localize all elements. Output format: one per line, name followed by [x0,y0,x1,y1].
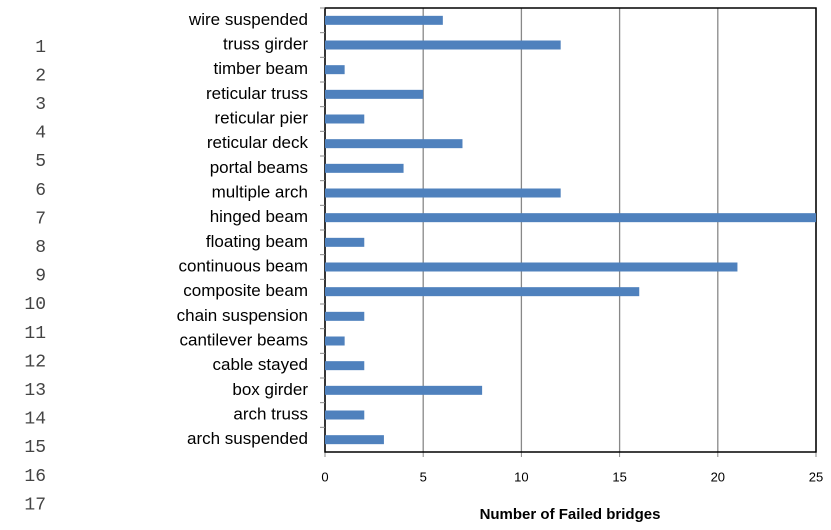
line-number: 12 [24,352,46,372]
y-tick-label: portal beams [210,158,308,177]
bar [325,287,640,297]
bar [325,336,345,346]
bar [325,89,424,99]
bar [325,114,365,124]
bar [325,262,738,272]
y-tick-label: floating beam [206,232,308,251]
line-number: 15 [24,438,46,458]
x-tick-label: 20 [711,469,725,484]
y-tick-label: cable stayed [213,355,308,374]
bar [325,188,561,198]
x-tick-label: 10 [514,469,528,484]
line-number: 1 [35,38,46,58]
y-tick-label: chain suspension [177,306,308,325]
line-number: 5 [35,152,46,172]
bar [325,15,443,25]
bar [325,435,384,445]
y-tick-label: reticular deck [207,133,309,152]
line-number: 3 [35,95,46,115]
y-tick-label: composite beam [183,281,308,300]
line-number: 4 [35,124,46,144]
y-tick-label: continuous beam [179,256,308,275]
plot-frame [324,7,817,453]
x-tick-label: 5 [420,469,427,484]
bar [325,311,365,321]
y-tick-label: hinged beam [210,207,308,226]
line-number: 10 [24,295,46,315]
line-number: 16 [24,467,46,487]
y-tick-label: arch suspended [187,429,308,448]
y-tick-label: reticular pier [214,108,308,127]
bar [325,213,816,223]
x-tick-label: 0 [321,469,328,484]
line-number: 9 [35,267,46,287]
y-tick-label: arch truss [233,404,308,423]
bar [325,65,345,75]
x-tick-label: 25 [809,469,823,484]
line-number: 8 [35,238,46,258]
line-number: 11 [24,324,46,344]
x-axis-title: Number of Failed bridges [480,506,661,523]
bar [325,237,365,247]
bar [325,361,365,371]
y-tick-label: timber beam [214,59,308,78]
line-number: 14 [24,410,46,430]
line-number: 13 [24,381,46,401]
x-tick-label: 15 [612,469,626,484]
y-tick-label: box girder [232,380,308,399]
line-number: 17 [24,495,46,515]
bar [325,139,463,149]
bar [325,410,365,420]
line-number: 7 [35,209,46,229]
y-tick-label: multiple arch [212,182,308,201]
line-number: 6 [35,181,46,201]
bar [325,163,404,173]
bar [325,40,561,50]
bar [325,385,483,395]
y-tick-label: cantilever beams [179,330,308,349]
y-tick-label: reticular truss [206,84,308,103]
y-tick-label: wire suspended [188,10,308,29]
y-tick-label: truss girder [223,34,308,53]
line-number: 2 [35,66,46,86]
